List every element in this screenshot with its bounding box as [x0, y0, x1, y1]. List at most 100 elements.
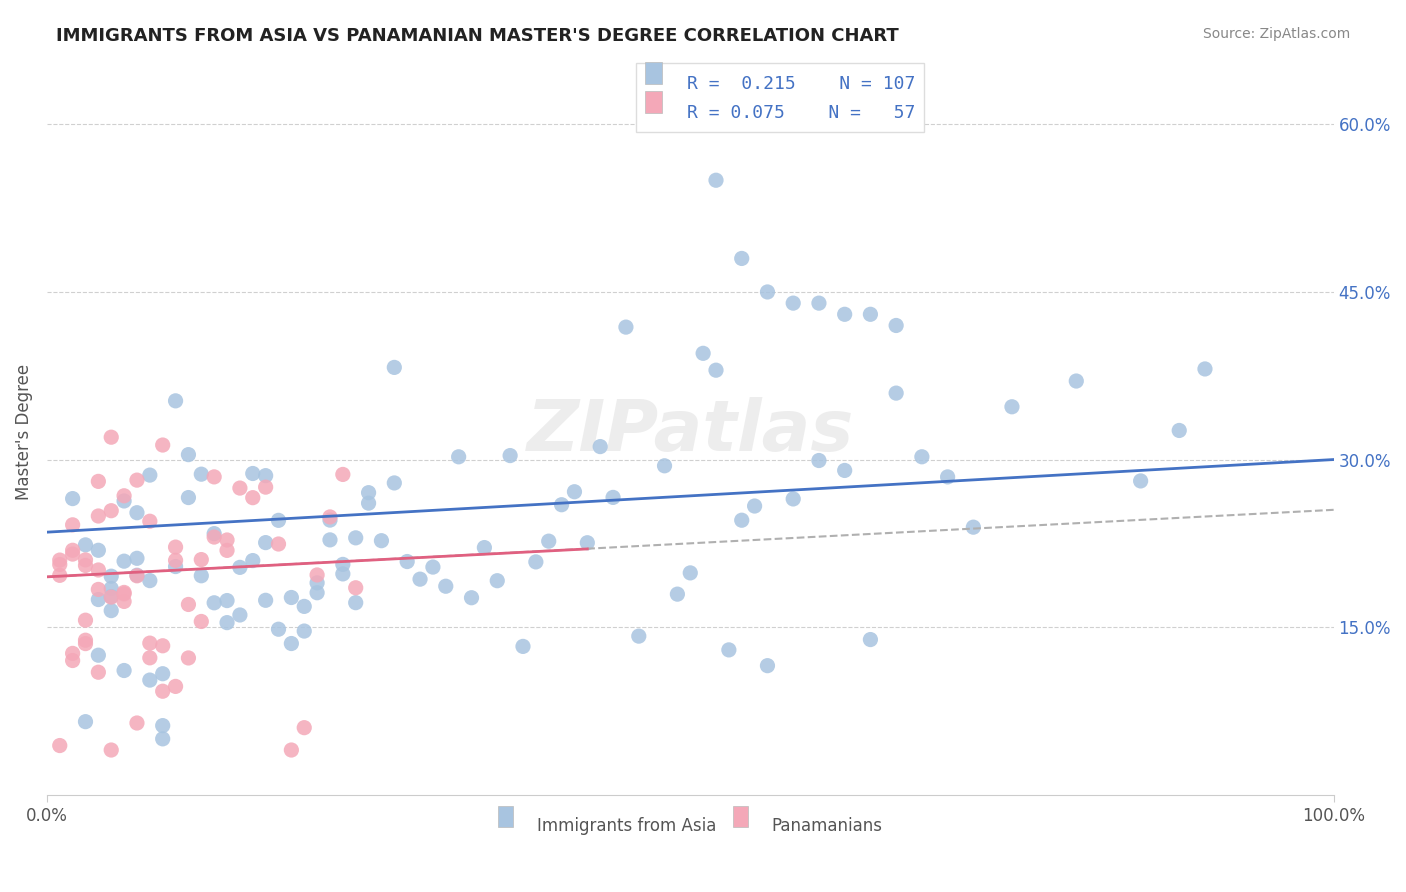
Immigrants from Asia	[125, 551, 148, 566]
Text: Source: ZipAtlas.com: Source: ZipAtlas.com	[1202, 27, 1350, 41]
Immigrants from Asia	[756, 285, 779, 299]
Immigrants from Asia	[576, 535, 599, 549]
Immigrants from Asia	[859, 632, 882, 647]
Immigrants from Asia	[834, 307, 856, 321]
Panamanians	[229, 481, 252, 495]
Immigrants from Asia	[152, 666, 174, 681]
Panamanians	[100, 430, 122, 444]
Panamanians	[49, 553, 72, 567]
Immigrants from Asia	[884, 386, 907, 401]
Immigrants from Asia	[614, 320, 637, 334]
Immigrants from Asia	[75, 538, 97, 552]
Immigrants from Asia	[215, 615, 238, 630]
Immigrants from Asia	[242, 553, 264, 567]
Immigrants from Asia	[564, 484, 586, 499]
Immigrants from Asia	[396, 555, 419, 569]
Panamanians	[344, 581, 367, 595]
Immigrants from Asia	[254, 593, 277, 607]
Immigrants from Asia	[242, 467, 264, 481]
Immigrants from Asia	[679, 566, 702, 580]
Panamanians	[112, 587, 135, 601]
Panamanians	[62, 547, 84, 561]
Immigrants from Asia	[692, 346, 714, 360]
Immigrants from Asia	[292, 599, 315, 614]
Panamanians	[152, 684, 174, 698]
Panamanians	[62, 517, 84, 532]
Immigrants from Asia	[344, 596, 367, 610]
Immigrants from Asia	[344, 531, 367, 545]
Panamanians	[139, 514, 162, 528]
Immigrants from Asia	[125, 506, 148, 520]
Panamanians	[100, 590, 122, 604]
Immigrants from Asia	[499, 449, 522, 463]
Immigrants from Asia	[756, 658, 779, 673]
Immigrants from Asia	[75, 714, 97, 729]
Immigrants from Asia	[100, 569, 122, 583]
Immigrants from Asia	[1001, 400, 1024, 414]
Immigrants from Asia	[139, 468, 162, 483]
Panamanians	[75, 613, 97, 627]
Immigrants from Asia	[267, 622, 290, 636]
Panamanians	[75, 553, 97, 567]
Immigrants from Asia	[524, 555, 547, 569]
Immigrants from Asia	[807, 453, 830, 467]
Panamanians	[152, 438, 174, 452]
Immigrants from Asia	[319, 513, 342, 527]
Panamanians	[112, 489, 135, 503]
Panamanians	[190, 615, 212, 629]
Panamanians	[280, 743, 302, 757]
Immigrants from Asia	[1064, 374, 1087, 388]
Immigrants from Asia	[731, 513, 754, 527]
Immigrants from Asia	[884, 318, 907, 333]
Immigrants from Asia	[911, 450, 934, 464]
Panamanians	[112, 594, 135, 608]
Immigrants from Asia	[550, 498, 572, 512]
Immigrants from Asia	[962, 520, 984, 534]
Panamanians	[125, 473, 148, 487]
Panamanians	[75, 558, 97, 573]
Panamanians	[49, 739, 72, 753]
Immigrants from Asia	[280, 591, 302, 605]
Immigrants from Asia	[357, 485, 380, 500]
Immigrants from Asia	[704, 173, 727, 187]
Immigrants from Asia	[1168, 424, 1191, 438]
Panamanians	[75, 633, 97, 648]
Immigrants from Asia	[782, 491, 804, 506]
Immigrants from Asia	[139, 574, 162, 588]
Panamanians	[87, 582, 110, 597]
Immigrants from Asia	[177, 491, 200, 505]
Panamanians	[100, 504, 122, 518]
Immigrants from Asia	[666, 587, 689, 601]
Immigrants from Asia	[100, 590, 122, 604]
Panamanians	[139, 636, 162, 650]
Panamanians	[177, 598, 200, 612]
Immigrants from Asia	[190, 467, 212, 482]
Panamanians	[62, 646, 84, 660]
Immigrants from Asia	[292, 624, 315, 638]
Immigrants from Asia	[704, 363, 727, 377]
Panamanians	[87, 665, 110, 680]
Text: IMMIGRANTS FROM ASIA VS PANAMANIAN MASTER'S DEGREE CORRELATION CHART: IMMIGRANTS FROM ASIA VS PANAMANIAN MASTE…	[56, 27, 898, 45]
Immigrants from Asia	[125, 568, 148, 582]
Immigrants from Asia	[332, 558, 354, 572]
Immigrants from Asia	[62, 491, 84, 506]
Panamanians	[292, 721, 315, 735]
Immigrants from Asia	[190, 568, 212, 582]
Panamanians	[87, 563, 110, 577]
Panamanians	[165, 680, 187, 694]
Immigrants from Asia	[100, 604, 122, 618]
Panamanians	[75, 637, 97, 651]
Immigrants from Asia	[177, 448, 200, 462]
Panamanians	[112, 585, 135, 599]
Panamanians	[307, 568, 329, 582]
Panamanians	[87, 475, 110, 489]
Immigrants from Asia	[422, 560, 444, 574]
Immigrants from Asia	[152, 731, 174, 746]
Text: ZIPatlas: ZIPatlas	[527, 397, 853, 467]
Immigrants from Asia	[936, 470, 959, 484]
Immigrants from Asia	[859, 307, 882, 321]
Immigrants from Asia	[1129, 474, 1152, 488]
Immigrants from Asia	[627, 629, 650, 643]
Immigrants from Asia	[474, 541, 496, 555]
Immigrants from Asia	[100, 582, 122, 596]
